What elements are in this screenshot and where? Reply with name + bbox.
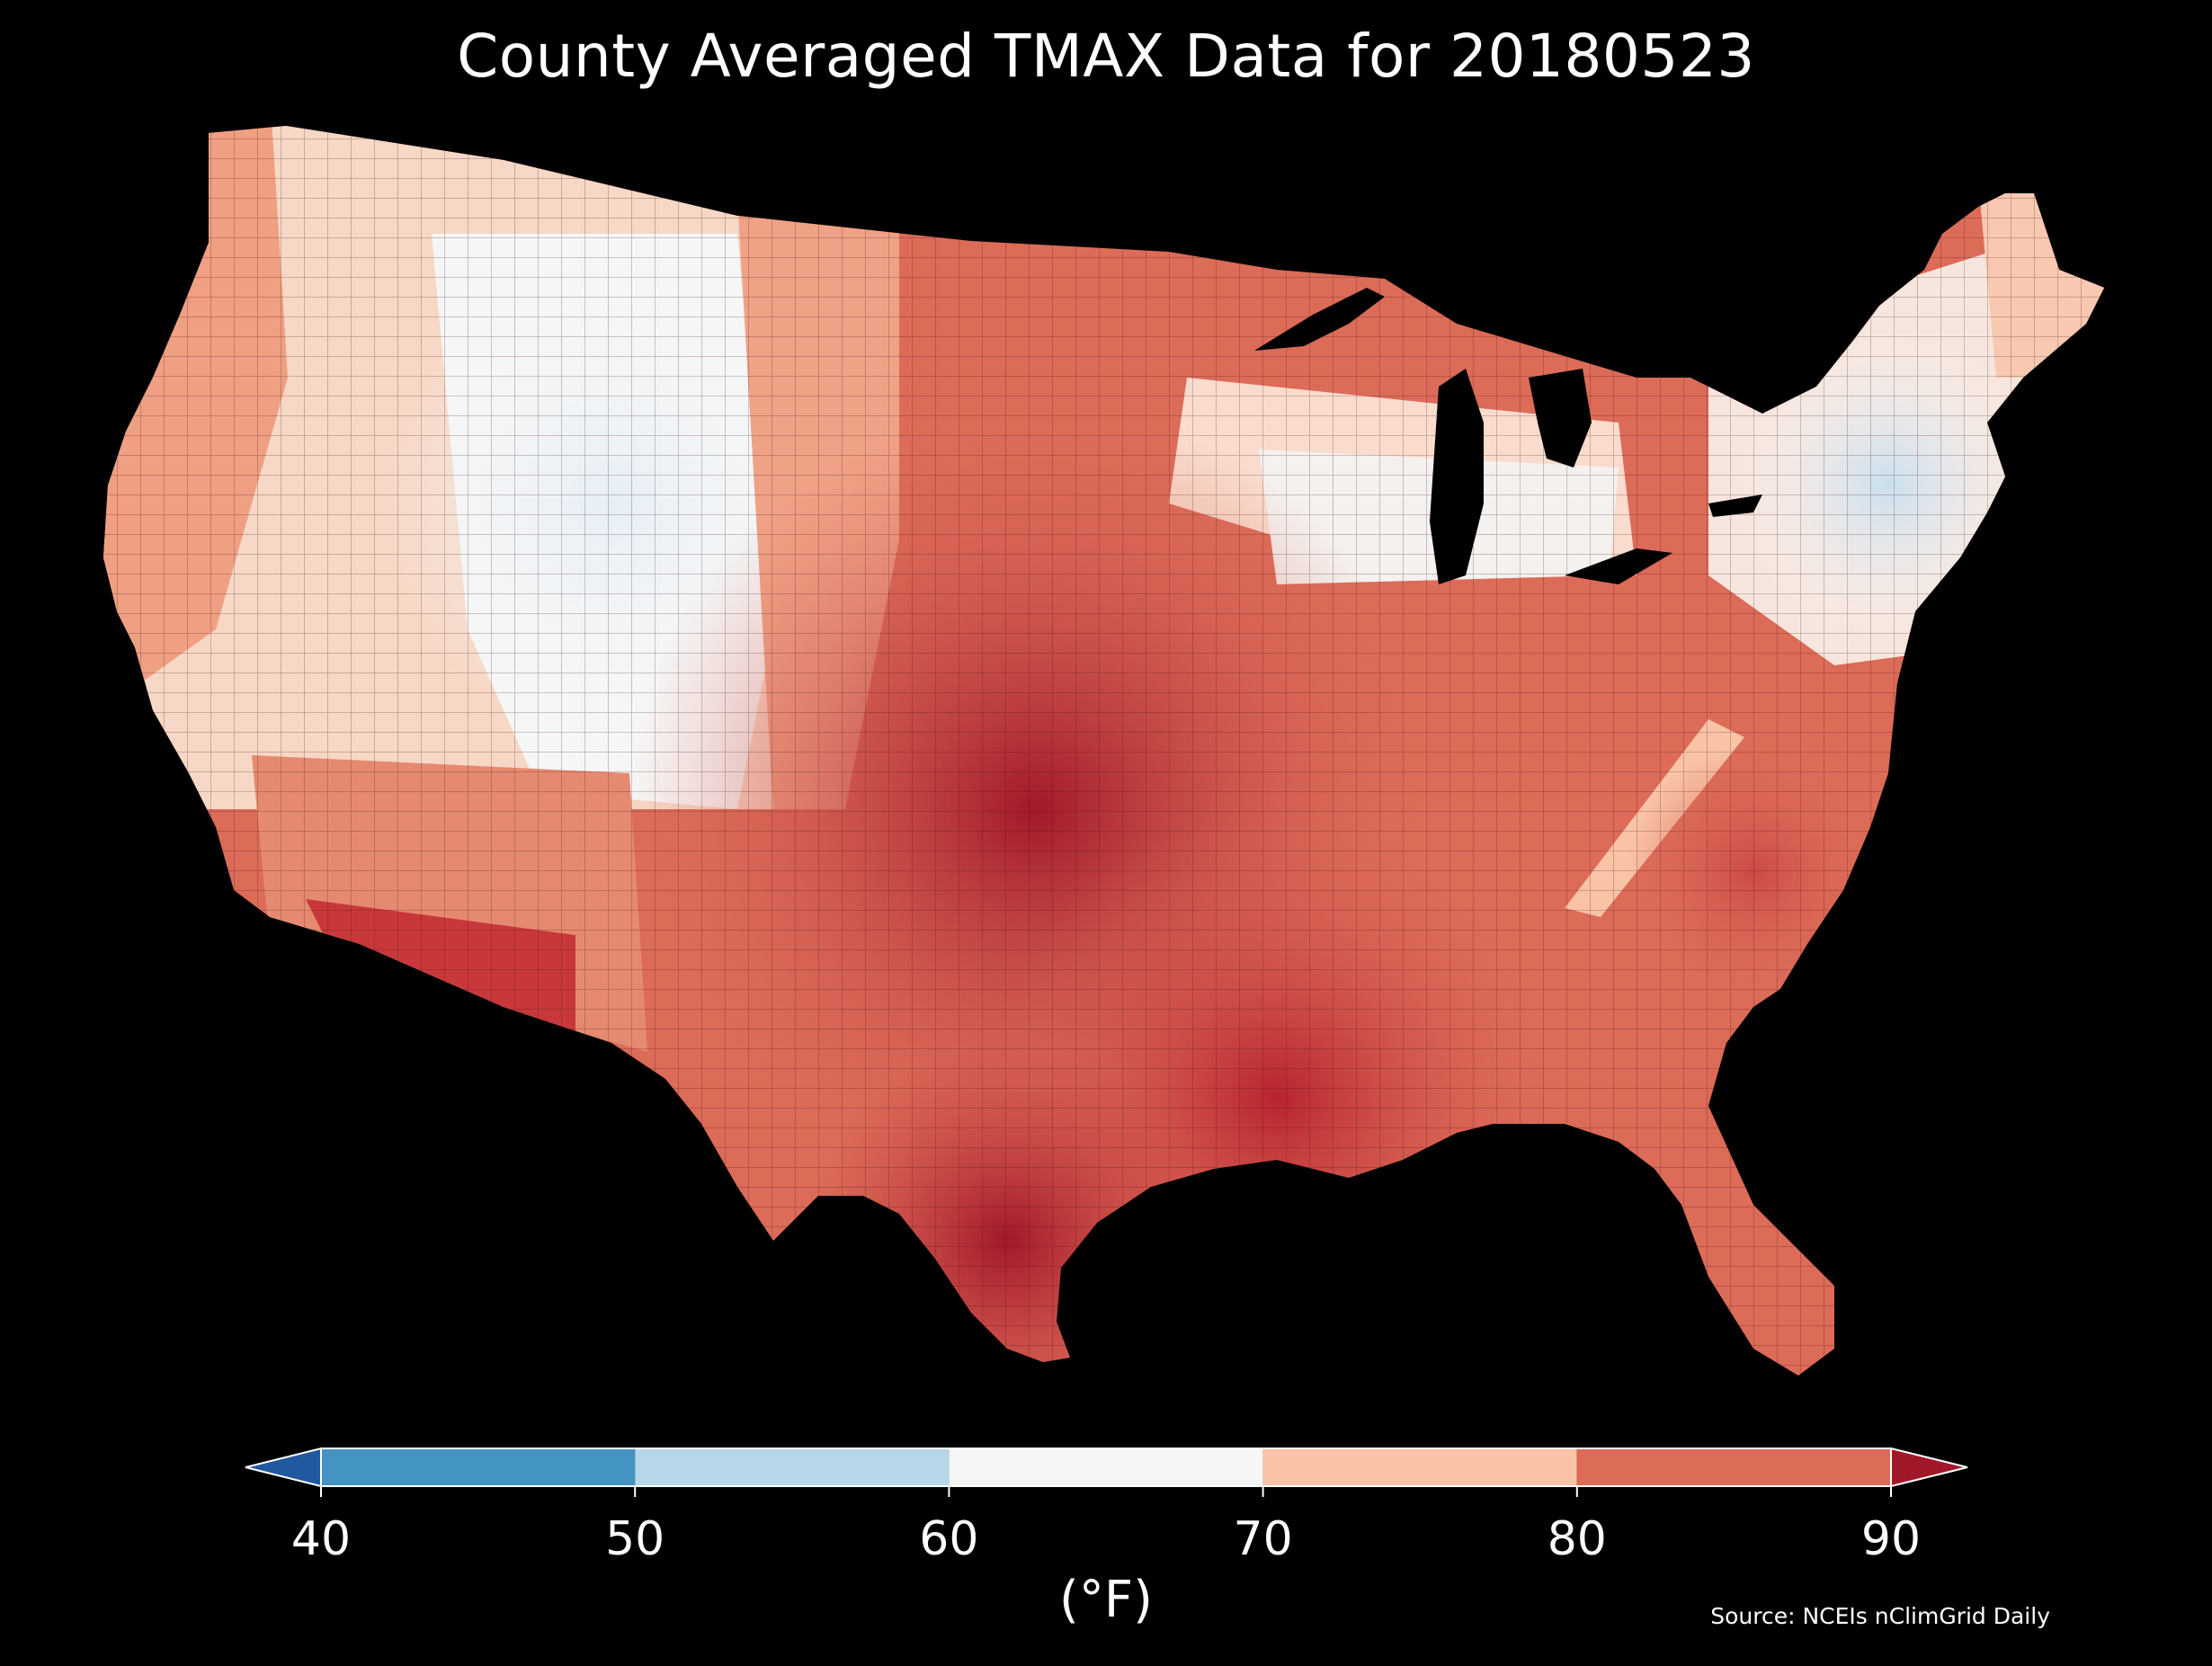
colorbar-bin-1 (635, 1448, 950, 1486)
colorbar-frame (320, 1448, 1892, 1487)
colorbar-tickmarks (320, 1486, 1892, 1497)
colorbar-tick-label: 80 (1547, 1512, 1607, 1566)
lake-superior (1254, 288, 1385, 351)
map-title: County Averaged TMAX Data for 20180523 (457, 22, 1755, 91)
colorbar-bins (321, 1448, 1891, 1486)
colorbar (245, 1447, 1968, 1497)
colorbar-bin-0 (321, 1448, 636, 1486)
colorbar-bin-3 (1262, 1448, 1577, 1486)
colorbar-under-arrow (245, 1447, 322, 1488)
colorbar-tick-label: 90 (1860, 1512, 1922, 1566)
colorbar-unit-label: (°F) (1059, 1571, 1153, 1629)
lake-erie (1565, 548, 1672, 584)
lake-huron (1529, 369, 1592, 468)
great-lakes-water (1254, 288, 1762, 584)
colorbar-bin-4 (1576, 1448, 1891, 1486)
colorbar-tick-label: 40 (290, 1512, 352, 1566)
lake-ontario (1708, 494, 1762, 517)
lake-michigan (1430, 369, 1484, 584)
colorbar-tick-label: 50 (605, 1512, 665, 1566)
colorbar-over-arrow (1890, 1447, 1968, 1488)
colorbar-tick-label: 70 (1233, 1512, 1293, 1566)
source-note: Source: NCEIs nClimGrid Daily (1710, 1603, 2050, 1629)
colorbar-tick-label: 60 (919, 1512, 979, 1566)
colorbar-bin-2 (949, 1448, 1263, 1486)
